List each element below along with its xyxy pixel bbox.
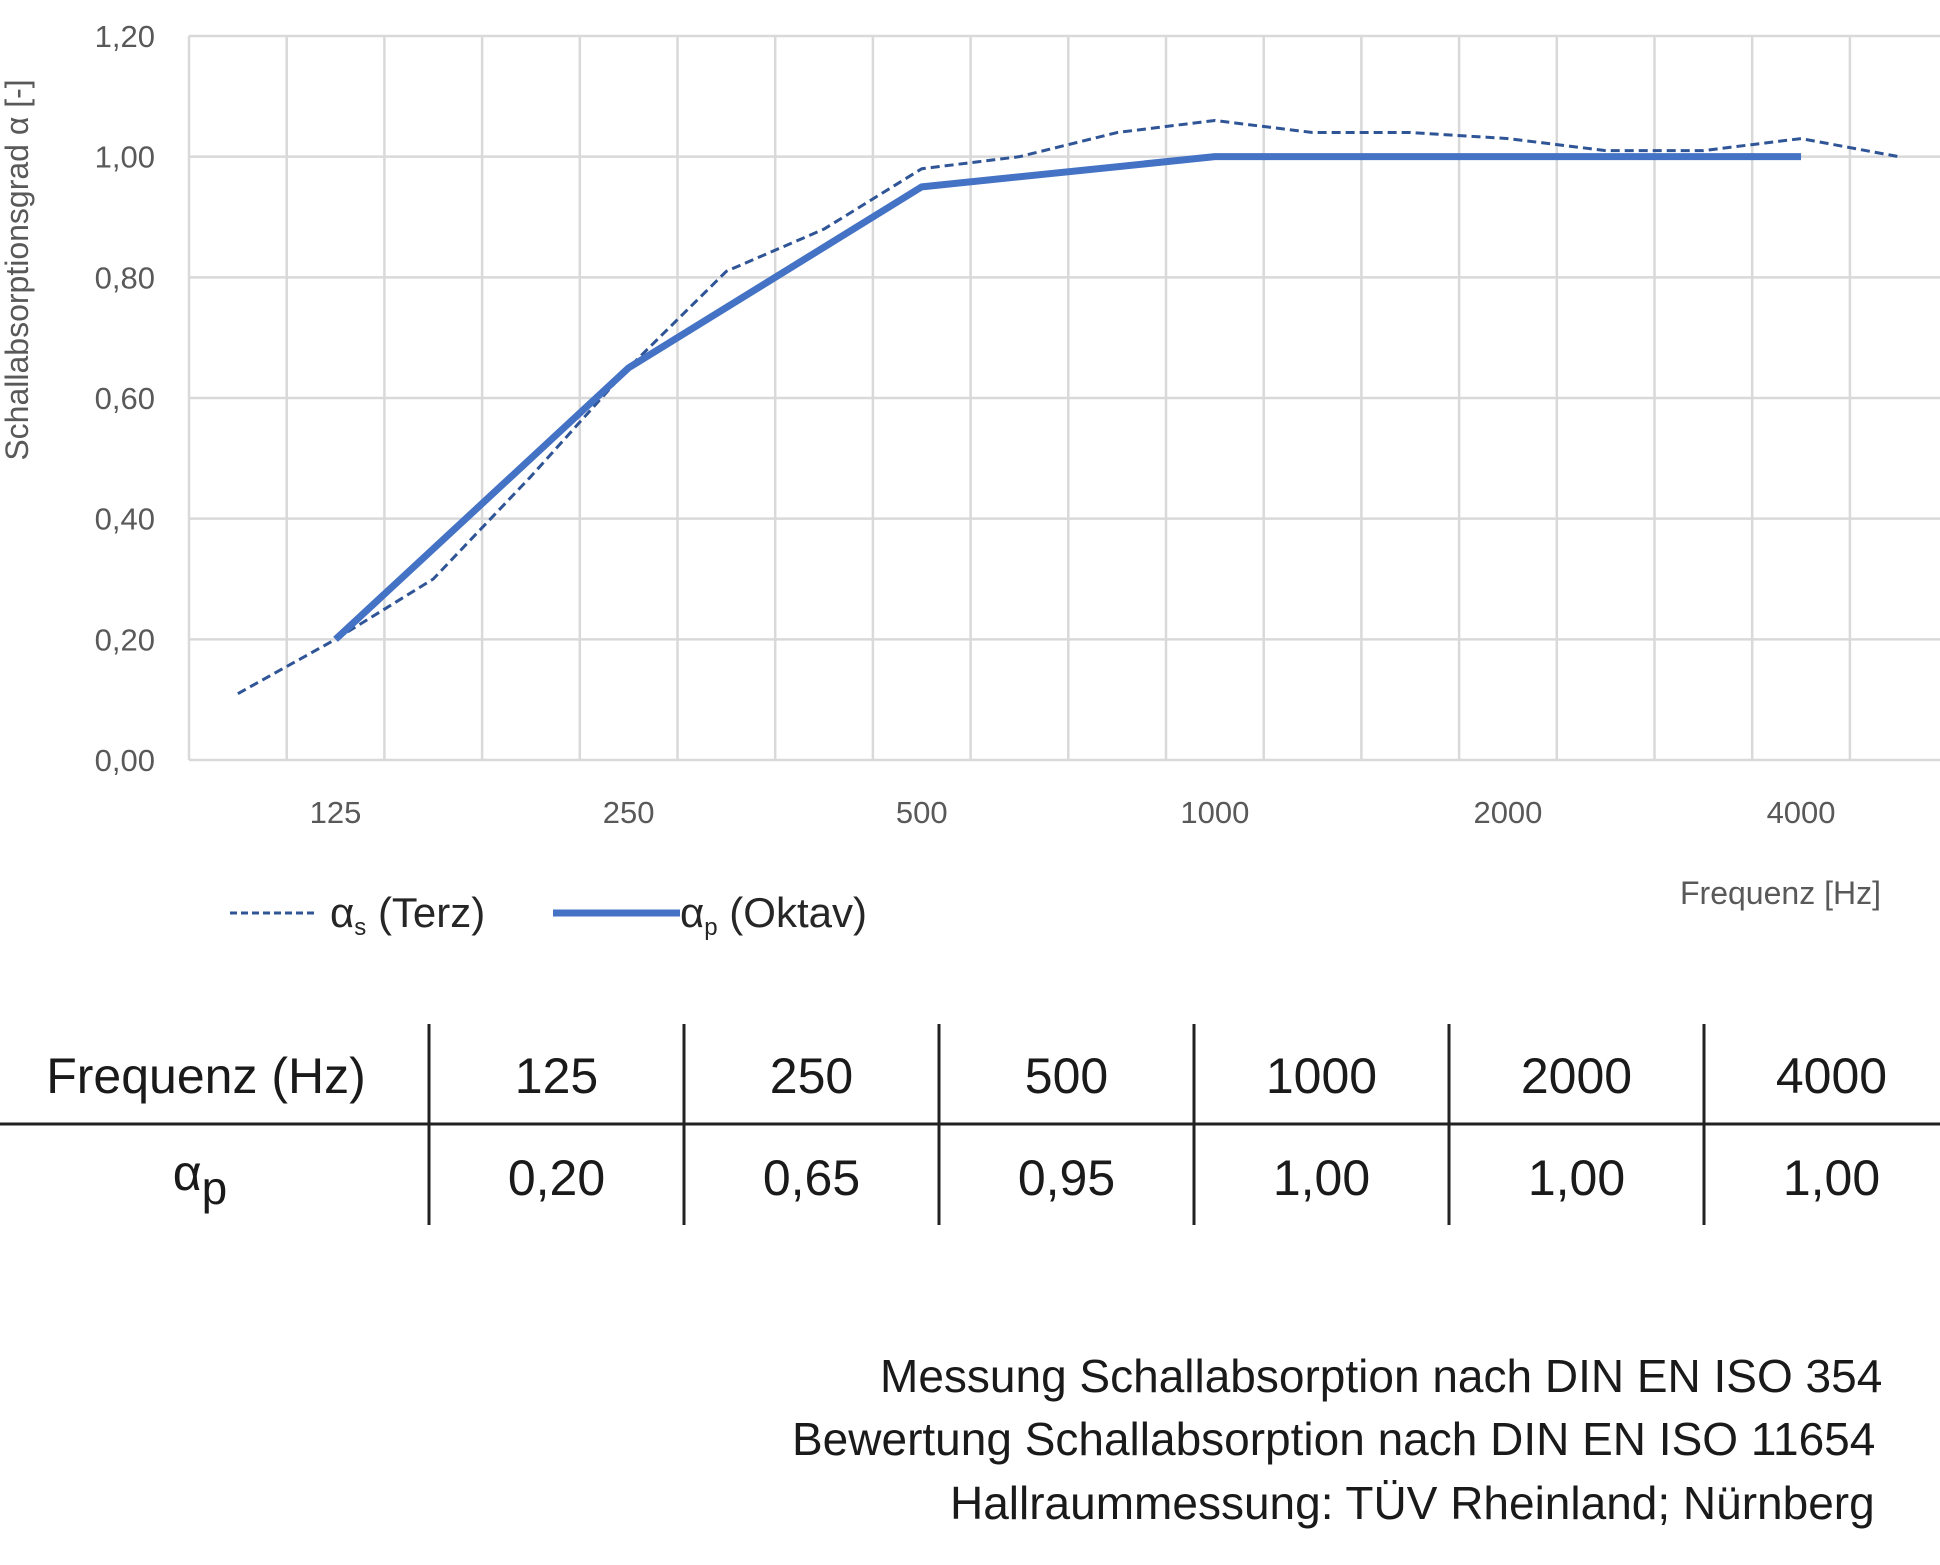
y-tick-label: 0,00 bbox=[95, 743, 155, 778]
y-tick-label: 1,00 bbox=[95, 140, 155, 175]
y-axis-title: Schallabsorptionsgrad α [-] bbox=[0, 79, 35, 460]
x-tick-label: 125 bbox=[310, 795, 362, 830]
table-value-cell: 1,00 bbox=[1783, 1150, 1880, 1206]
table-value-cell: 0,95 bbox=[1018, 1150, 1115, 1206]
series-lines bbox=[237, 118, 1900, 695]
table-header-label: Frequenz (Hz) bbox=[46, 1048, 366, 1104]
y-tick-label: 0,80 bbox=[95, 260, 155, 295]
y-tick-labels: 0,00 0,20 0,40 0,60 0,80 1,00 1,20 bbox=[95, 19, 155, 778]
x-tick-label: 250 bbox=[603, 795, 655, 830]
table-value-cell: 1,00 bbox=[1273, 1150, 1370, 1206]
note-line: Hallraummessung: TÜV Rheinland; Nürnberg bbox=[950, 1477, 1875, 1529]
legend: αs (Terz) αp (Oktav) bbox=[230, 889, 867, 941]
notes: Messung Schallabsorption nach DIN EN ISO… bbox=[792, 1350, 1882, 1529]
x-tick-labels: 125 250 500 1000 2000 4000 bbox=[310, 795, 1836, 830]
grid bbox=[187, 34, 1940, 762]
series-line-oktav bbox=[333, 153, 1802, 642]
table-frequency-cell: 250 bbox=[770, 1048, 853, 1104]
y-tick-label: 0,60 bbox=[95, 381, 155, 416]
legend-label-terz: αs (Terz) bbox=[330, 889, 485, 941]
x-axis-title: Frequenz [Hz] bbox=[1680, 875, 1881, 911]
x-tick-label: 2000 bbox=[1473, 795, 1542, 830]
x-tick-label: 500 bbox=[896, 795, 948, 830]
values-table: Frequenz (Hz) αp 125 0,20 250 0,65 500 0,95 10… bbox=[0, 1024, 1940, 1225]
x-tick-label: 1000 bbox=[1180, 795, 1249, 830]
table-frequency-cell: 125 bbox=[515, 1048, 598, 1104]
table-frequency-cell: 500 bbox=[1025, 1048, 1108, 1104]
table-frequency-cell: 1000 bbox=[1266, 1048, 1377, 1104]
table-value-cell: 1,00 bbox=[1528, 1150, 1625, 1206]
table-value-cell: 0,20 bbox=[508, 1150, 605, 1206]
y-tick-label: 0,20 bbox=[95, 622, 155, 657]
y-tick-label: 1,20 bbox=[95, 19, 155, 54]
legend-label-oktav: αp (Oktav) bbox=[680, 889, 867, 941]
series-line-terz bbox=[237, 118, 1900, 695]
table-frequency-cell: 2000 bbox=[1521, 1048, 1632, 1104]
note-line: Bewertung Schallabsorption nach DIN EN I… bbox=[792, 1413, 1875, 1465]
x-tick-label: 4000 bbox=[1767, 795, 1836, 830]
y-tick-label: 0,40 bbox=[95, 502, 155, 537]
note-line: Messung Schallabsorption nach DIN EN ISO… bbox=[880, 1350, 1882, 1402]
table-row-label: αp bbox=[173, 1145, 228, 1214]
table-frequency-cell: 4000 bbox=[1776, 1048, 1887, 1104]
table-value-cell: 0,65 bbox=[763, 1150, 860, 1206]
